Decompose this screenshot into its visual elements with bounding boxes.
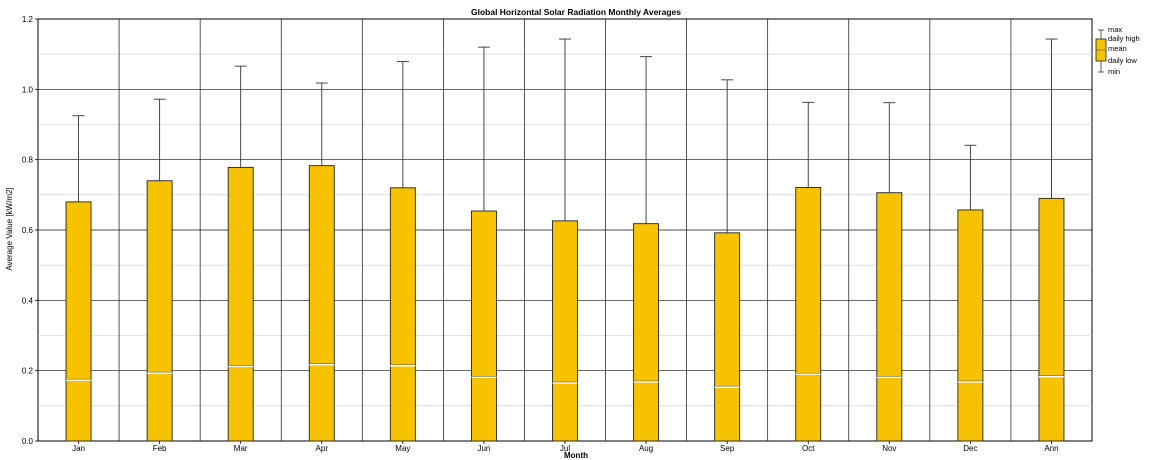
x-tick-label: Ann bbox=[1044, 444, 1058, 453]
x-axis: Jan Feb Mar Apr May Jun Jul Aug Sep Oct Nov Dec Ann bbox=[72, 441, 1059, 453]
x-tick-label: May bbox=[395, 444, 410, 453]
box-ann bbox=[1038, 38, 1065, 442]
x-tick-label: Aug bbox=[639, 444, 653, 453]
box-body bbox=[470, 210, 497, 442]
boxes bbox=[65, 38, 1065, 442]
legend-label: daily high bbox=[1108, 34, 1140, 43]
box-sep bbox=[714, 79, 741, 442]
y-tick-label: 0.0 bbox=[22, 437, 34, 446]
y-tick-label: 0.8 bbox=[22, 156, 34, 165]
box-body bbox=[65, 201, 92, 442]
box-may bbox=[389, 61, 416, 442]
box-body bbox=[795, 186, 822, 442]
box-body bbox=[957, 209, 984, 442]
x-tick-label: Feb bbox=[153, 444, 167, 453]
box-mar bbox=[227, 65, 254, 442]
y-tick-label: 1.2 bbox=[22, 15, 34, 24]
x-tick-label: Oct bbox=[802, 444, 815, 453]
x-axis-label: Month bbox=[564, 451, 588, 460]
legend-label: mean bbox=[1108, 44, 1127, 53]
x-tick-label: Jun bbox=[477, 444, 490, 453]
box-apr bbox=[308, 82, 335, 442]
box-body bbox=[146, 180, 173, 442]
y-tick-label: 0.2 bbox=[22, 367, 34, 376]
box-body bbox=[227, 166, 254, 442]
chart-title: Global Horizontal Solar Radiation Monthl… bbox=[471, 7, 681, 17]
box-body bbox=[389, 187, 416, 442]
x-tick-label: Sep bbox=[720, 444, 735, 453]
box-jul bbox=[552, 38, 578, 442]
box-body bbox=[714, 232, 741, 442]
y-tick-label: 1.0 bbox=[22, 85, 34, 94]
x-tick-label: Jan bbox=[72, 444, 85, 453]
x-tick-label: Mar bbox=[234, 444, 248, 453]
box-body bbox=[876, 192, 903, 442]
box-body bbox=[552, 220, 578, 442]
y-tick-label: 0.6 bbox=[22, 226, 34, 235]
box-body bbox=[1038, 197, 1065, 442]
x-tick-label: Apr bbox=[316, 444, 329, 453]
legend-label: daily low bbox=[1108, 56, 1137, 65]
box-body bbox=[633, 223, 660, 442]
legend-label: min bbox=[1108, 67, 1120, 76]
box-oct bbox=[795, 101, 822, 442]
x-tick-label: Dec bbox=[963, 444, 977, 453]
y-axis-label: Average Value [kW/m2] bbox=[5, 187, 14, 270]
x-tick-label: Jul bbox=[560, 444, 570, 453]
y-tick-label: 0.4 bbox=[22, 296, 34, 305]
x-tick-label: Nov bbox=[882, 444, 896, 453]
box-aug bbox=[633, 56, 660, 442]
box-nov bbox=[876, 102, 903, 442]
box-dec bbox=[957, 144, 984, 442]
box-body bbox=[308, 165, 335, 442]
box-jun bbox=[470, 46, 497, 442]
box-feb bbox=[146, 98, 173, 442]
legend-label: max bbox=[1108, 25, 1122, 34]
y-axis: 0.0 0.2 0.4 0.6 0.8 1.0 1.2 bbox=[22, 15, 38, 446]
